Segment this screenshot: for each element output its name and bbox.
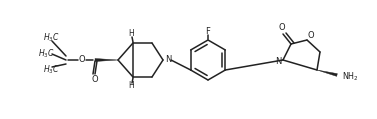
Polygon shape <box>95 59 118 62</box>
Text: H: H <box>128 30 134 39</box>
Text: O: O <box>308 30 314 40</box>
Text: O: O <box>79 55 85 64</box>
Text: O: O <box>279 22 285 32</box>
Text: F: F <box>205 27 210 37</box>
Text: N: N <box>275 57 281 65</box>
Text: N: N <box>165 55 171 64</box>
Text: NH$_2$: NH$_2$ <box>342 71 359 83</box>
Text: $H_3C$: $H_3C$ <box>43 64 60 76</box>
Polygon shape <box>317 70 337 76</box>
Text: $H_3C$: $H_3C$ <box>38 48 55 60</box>
Text: H: H <box>128 82 134 91</box>
Text: $H_3C$: $H_3C$ <box>43 32 60 44</box>
Text: O: O <box>92 74 98 84</box>
